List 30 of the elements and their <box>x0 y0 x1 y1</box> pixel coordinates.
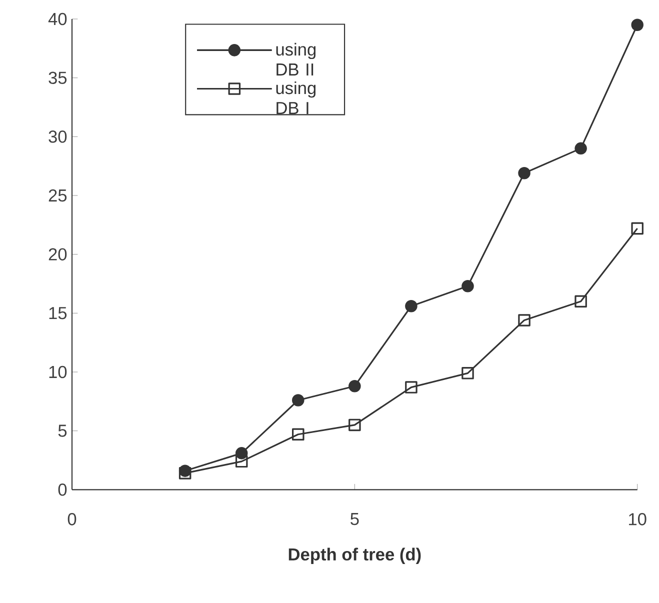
point <box>348 380 361 392</box>
y-tick-label: 20 <box>48 248 67 260</box>
point <box>292 394 304 406</box>
y-tick-label: 15 <box>49 307 67 320</box>
x-tick-label: 0 <box>68 513 76 526</box>
point <box>574 295 587 308</box>
point <box>518 314 530 326</box>
point <box>235 455 248 468</box>
y-tick-label: 35 <box>48 72 67 84</box>
point <box>462 367 474 380</box>
point <box>462 280 474 292</box>
y-tick-label: 40 <box>48 12 67 26</box>
point <box>631 222 644 235</box>
x-axis-title: Depth of tree (d) <box>288 548 421 564</box>
y-tick-label: 5 <box>58 424 67 437</box>
point <box>574 142 587 155</box>
point <box>178 467 192 480</box>
x-tick-label: 10 <box>629 513 646 526</box>
y-tick-label: 25 <box>48 189 67 202</box>
point <box>518 167 530 180</box>
y-tick-label: 30 <box>48 130 67 143</box>
y-tick-label: 10 <box>49 366 67 378</box>
point <box>405 381 418 394</box>
legend-label: using DB I <box>276 81 316 114</box>
point <box>405 300 418 312</box>
x-tick-label: 5 <box>350 513 359 526</box>
point <box>631 18 644 32</box>
y-tick-label: 0 <box>58 484 67 496</box>
point <box>348 418 361 432</box>
point <box>292 428 304 440</box>
